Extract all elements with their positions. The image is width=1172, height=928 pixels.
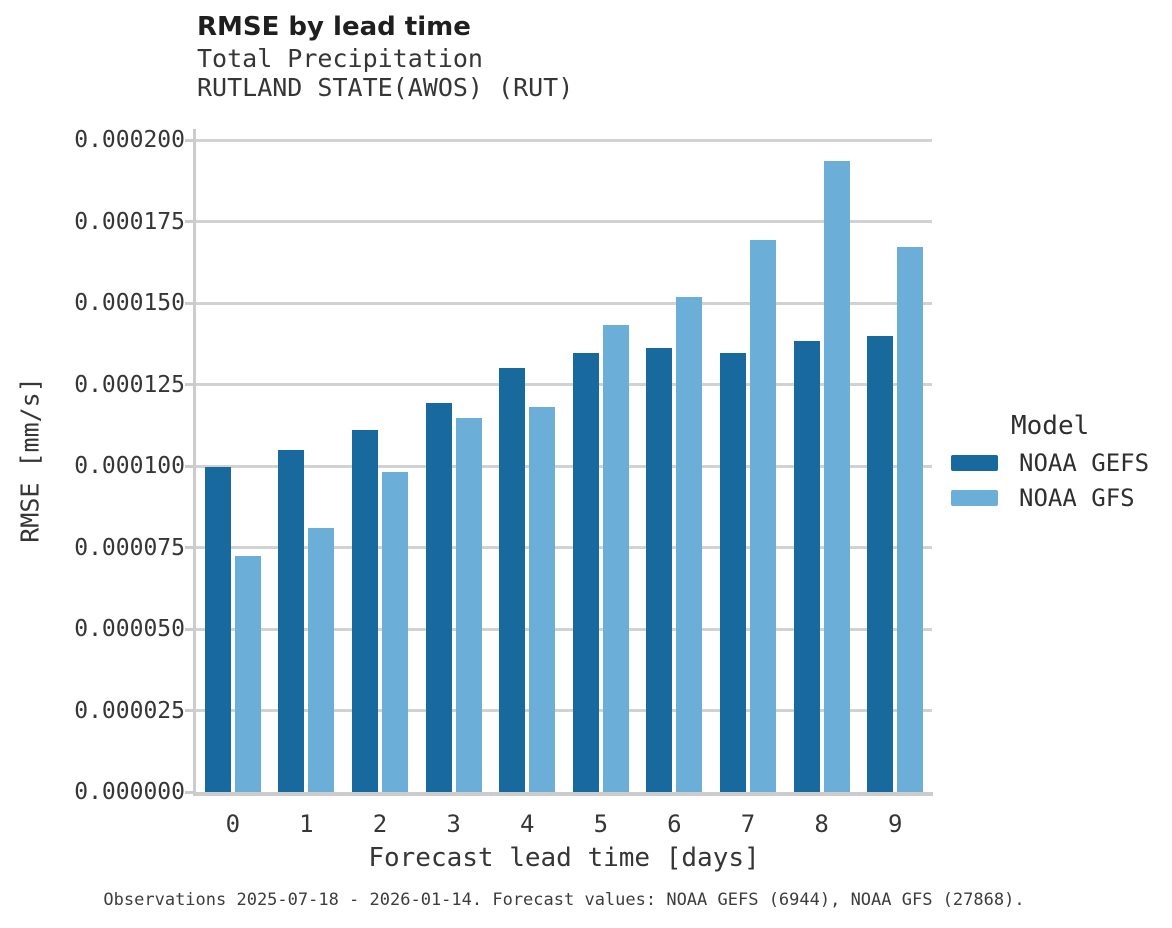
legend-title: Model	[1011, 411, 1090, 441]
chart-subtitle-station: RUTLAND STATE(AWOS) (RUT)	[197, 73, 574, 102]
bar-noaa-gfs-lead-0	[234, 555, 261, 792]
bar-noaa-gfs-lead-7	[750, 240, 776, 792]
legend-label-noaa-gefs: NOAA GEFS	[1019, 448, 1150, 477]
gridline	[196, 301, 932, 305]
x-tick-label: 2	[372, 810, 388, 838]
chart-title: RMSE by lead time	[197, 12, 471, 42]
y-tick-mark	[185, 383, 193, 386]
y-tick-label: 0.000175	[74, 208, 185, 235]
bar-noaa-gefs-lead-7	[720, 352, 746, 792]
bar-noaa-gefs-lead-9	[867, 335, 894, 792]
chart-subtitle-variable: Total Precipitation	[197, 44, 483, 73]
gridline	[196, 709, 932, 712]
y-tick-mark	[185, 790, 193, 794]
x-tick-label: 1	[299, 810, 314, 838]
bar-noaa-gefs-lead-5	[572, 352, 599, 792]
y-tick-label: 0.000100	[74, 453, 185, 479]
bar-noaa-gfs-lead-6	[676, 296, 703, 792]
y-tick-label: 0.000000	[74, 779, 185, 805]
bar-noaa-gefs-lead-4	[499, 367, 526, 792]
legend-item-noaa-gefs: NOAA GEFS	[951, 445, 1149, 480]
legend-swatch-noaa-gfs	[951, 489, 998, 506]
gridline	[196, 546, 932, 549]
x-axis-label: Forecast lead time [days]	[368, 843, 760, 873]
caption: Observations 2025-07-18 - 2026-01-14. Fo…	[103, 890, 1025, 910]
y-tick-mark	[185, 464, 193, 468]
y-tick-label: 0.000125	[74, 371, 185, 398]
x-tick-label: 3	[446, 810, 461, 838]
bar-noaa-gefs-lead-3	[425, 403, 452, 792]
x-axis-spine	[193, 792, 933, 796]
gridline	[196, 220, 932, 223]
x-tick-label: 6	[667, 810, 682, 838]
bar-noaa-gefs-lead-0	[204, 467, 231, 792]
y-tick-label: 0.000050	[74, 616, 185, 642]
legend-label-noaa-gfs: NOAA GFS	[1019, 483, 1135, 512]
y-tick-mark	[185, 627, 193, 631]
plot-area: Forecast lead time [days] 0.000000 0.0000…	[74, 127, 933, 873]
bar-noaa-gefs-lead-8	[793, 340, 820, 792]
y-tick-mark	[185, 709, 193, 712]
bar-noaa-gfs-lead-9	[897, 246, 924, 792]
y-tick-label: 0.000075	[74, 534, 185, 561]
bar-noaa-gefs-lead-6	[646, 348, 673, 792]
y-tick-mark	[185, 138, 193, 142]
bar-noaa-gfs-lead-4	[529, 407, 556, 792]
bar-noaa-gfs-lead-8	[823, 161, 850, 792]
x-tick-label: 5	[593, 810, 609, 838]
title-block: RMSE by lead time Total Precipitation RU…	[197, 10, 573, 102]
legend-swatch-noaa-gefs	[951, 454, 998, 471]
bar-noaa-gefs-lead-1	[278, 450, 305, 792]
bar-noaa-gfs-lead-5	[602, 324, 629, 792]
x-tick-label: 8	[814, 810, 829, 838]
x-tick-label: 9	[887, 810, 903, 838]
gridline	[196, 383, 932, 386]
x-tick-label: 7	[740, 810, 756, 838]
gridline	[196, 138, 932, 142]
gridline	[196, 464, 932, 468]
legend-item-noaa-gfs: NOAA GFS	[951, 480, 1149, 515]
bar-noaa-gefs-lead-2	[352, 430, 378, 792]
x-tick-label: 0	[225, 810, 241, 838]
legend: Model NOAA GEFS NOAA GFS	[951, 411, 1149, 515]
y-tick-mark	[185, 301, 193, 305]
bar-noaa-gfs-lead-1	[308, 528, 335, 792]
bar-noaa-gfs-lead-2	[382, 471, 408, 792]
x-tick-label: 4	[519, 810, 535, 838]
gridline	[196, 627, 932, 631]
y-tick-mark	[185, 546, 193, 549]
y-axis-spine	[193, 129, 196, 796]
y-tick-mark	[185, 220, 193, 223]
y-tick-label: 0.000150	[74, 290, 185, 316]
y-tick-label: 0.000025	[74, 697, 185, 724]
y-tick-label: 0.000200	[74, 127, 185, 153]
bar-noaa-gfs-lead-3	[455, 418, 482, 792]
